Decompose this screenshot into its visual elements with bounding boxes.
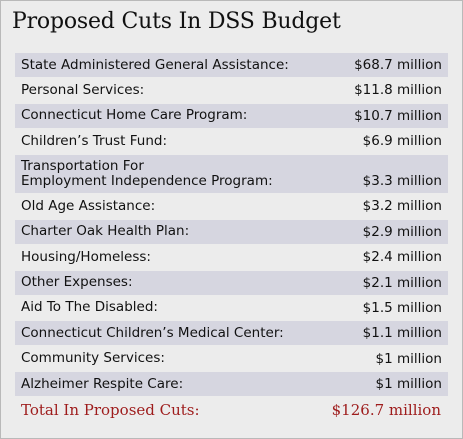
row-label: Charter Oak Health Plan: — [21, 223, 190, 240]
row-value: $3.3 million — [362, 172, 442, 189]
table-row: Charter Oak Health Plan: $2.9 million — [15, 219, 448, 244]
row-value: $10.7 million — [354, 107, 442, 124]
total-value: $126.7 million — [331, 401, 441, 419]
row-label: Alzheimer Respite Care: — [21, 375, 184, 392]
row-label: Community Services: — [21, 350, 165, 367]
row-value: $2.4 million — [362, 249, 442, 266]
row-label: Housing/Homeless: — [21, 248, 151, 265]
row-label: State Administered General Assistance: — [21, 56, 289, 73]
table-row: Aid To The Disabled: $1.5 million — [15, 295, 448, 320]
table-row: Children’s Trust Fund: $6.9 million — [15, 129, 448, 154]
table-row: Old Age Assistance: $3.2 million — [15, 194, 448, 219]
row-label: Children’s Trust Fund: — [21, 132, 168, 149]
row-label: Other Expenses: — [21, 274, 133, 290]
table-row: Connecticut Home Care Program: $10.7 mill… — [15, 103, 448, 128]
table-row: Transportation For Employment Independenc… — [15, 154, 448, 193]
row-value: $6.9 million — [362, 133, 442, 150]
row-value: $2.1 million — [362, 274, 442, 291]
row-label: Personal Services: — [21, 81, 145, 98]
row-label: Old Age Assistance: — [21, 197, 156, 214]
row-label: Connecticut Home Care Program: — [21, 107, 248, 124]
chart-title: Proposed Cuts In DSS Budget — [12, 9, 341, 34]
row-value: $1.5 million — [362, 299, 442, 316]
row-value: $1 million — [375, 376, 442, 393]
total-row: Total In Proposed Cuts: $126.7 million — [21, 401, 441, 419]
row-value: $68.7 million — [354, 57, 442, 73]
table-row: Housing/Homeless: $2.4 million — [15, 245, 448, 270]
table-row: Community Services: $1 million — [15, 346, 448, 371]
row-value: $2.9 million — [362, 223, 442, 240]
total-label: Total In Proposed Cuts: — [21, 401, 200, 419]
row-label: Connecticut Children’s Medical Center: — [21, 324, 284, 341]
row-value: $1 million — [375, 350, 442, 367]
row-value: $1.1 million — [362, 325, 442, 342]
cuts-table: State Administered General Assistance: $6… — [15, 53, 448, 398]
row-label-line: Employment Independence Program: — [21, 172, 273, 189]
row-label: Aid To The Disabled: — [21, 299, 158, 316]
table-row: Connecticut Children’s Medical Center: $1… — [15, 321, 448, 346]
table-row: Other Expenses: $2.1 million — [15, 270, 448, 295]
row-value: $11.8 million — [354, 82, 442, 99]
row-value: $3.2 million — [362, 198, 442, 215]
table-row: State Administered General Assistance: $6… — [15, 53, 448, 77]
row-label: Transportation For Employment Independenc… — [21, 157, 273, 189]
table-row: Alzheimer Respite Care: $1 million — [15, 372, 448, 397]
table-row: Personal Services: $11.8 million — [15, 78, 448, 103]
row-label-line: Transportation For — [21, 157, 144, 174]
